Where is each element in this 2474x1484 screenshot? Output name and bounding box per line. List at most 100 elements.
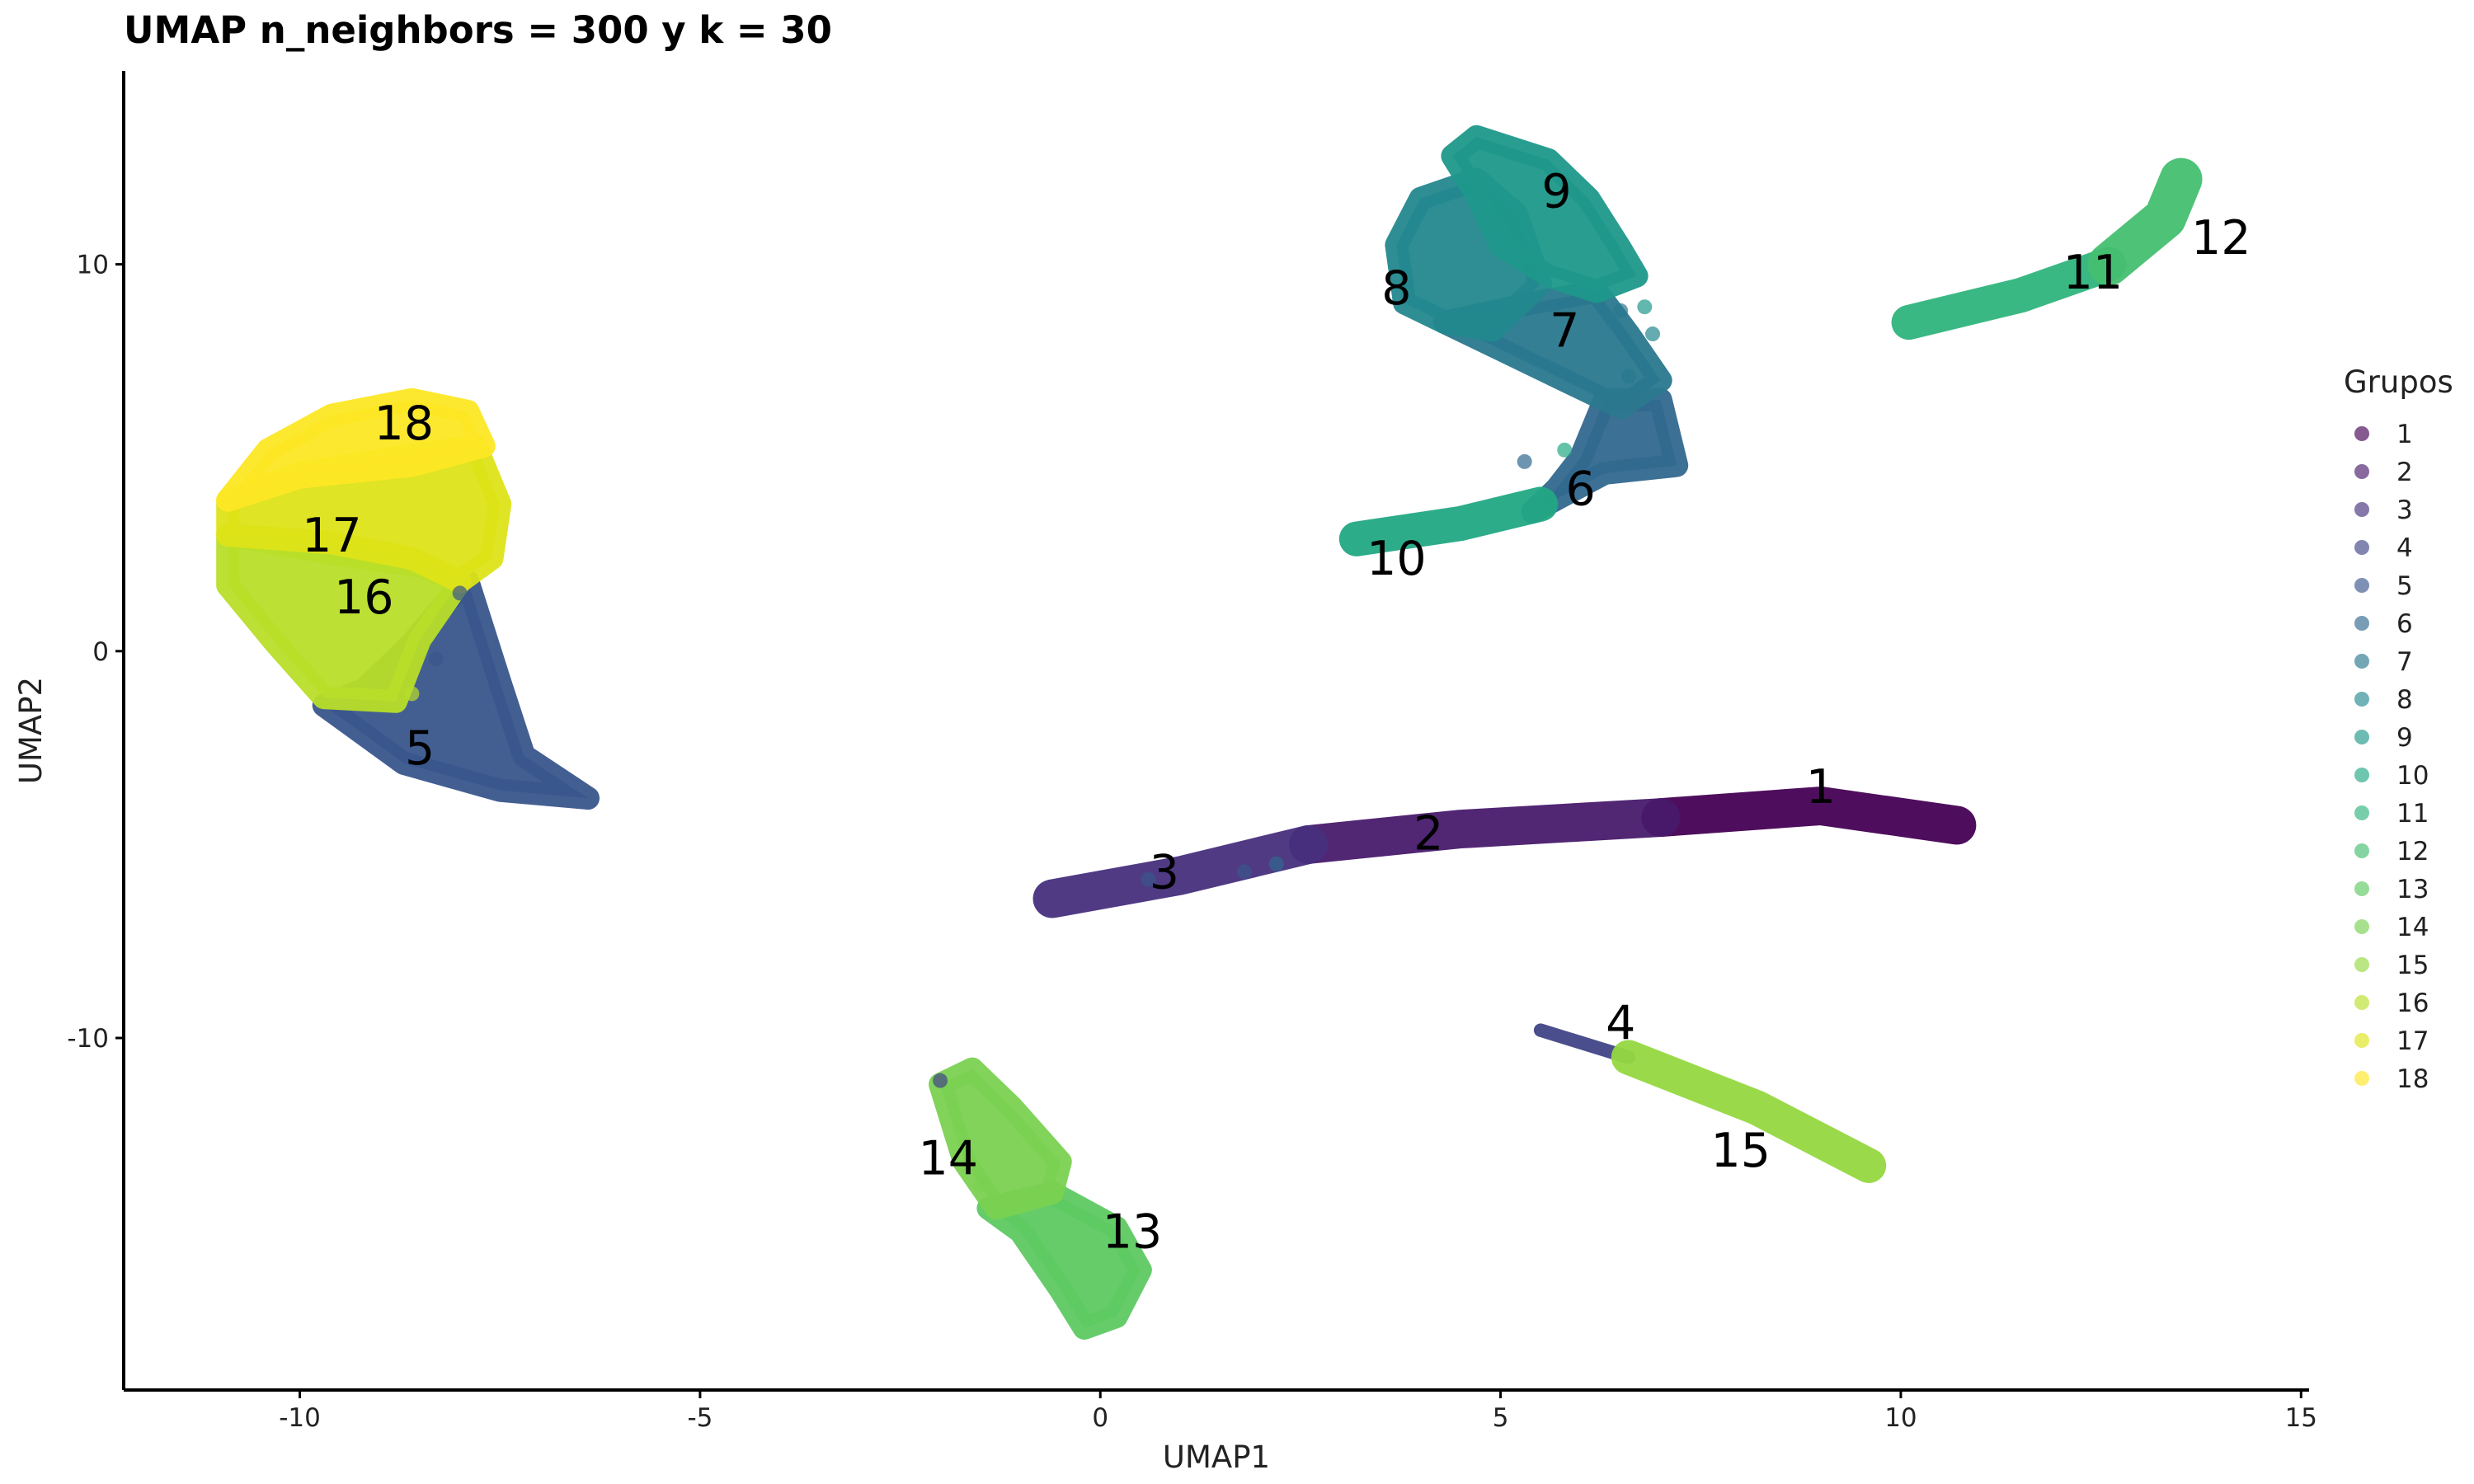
legend-swatch-14: [2354, 919, 2369, 934]
legend-label-9: 9: [2396, 723, 2413, 753]
y-tick-label: 0: [92, 637, 109, 667]
legend-label-13: 13: [2396, 875, 2429, 904]
stray-point-9: [452, 585, 468, 601]
legend-swatch-12: [2354, 843, 2369, 858]
legend-label-16: 16: [2396, 989, 2429, 1018]
x-tick-label: 5: [1493, 1403, 1509, 1433]
cluster-11-region: [1891, 247, 2127, 340]
stray-point-8: [404, 686, 420, 702]
cluster-5-label: 5: [405, 721, 435, 776]
legend-label-17: 17: [2396, 1026, 2429, 1056]
cluster-11-label: 11: [2063, 246, 2124, 300]
stray-point-5: [1645, 326, 1661, 342]
cluster-10-label: 10: [1366, 532, 1427, 586]
legend-label-4: 4: [2396, 533, 2413, 563]
cluster-13-region: [976, 1181, 1152, 1340]
cluster-4-label: 4: [1606, 996, 1635, 1050]
chart-title: UMAP n_neighbors = 300 y k = 30: [124, 8, 832, 52]
cluster-1-region: [1641, 787, 1977, 845]
cluster-2-region: [1289, 798, 1681, 864]
x-tick-label: 15: [2285, 1403, 2317, 1433]
legend-swatch-1: [2354, 426, 2369, 441]
cluster-10-region: [1338, 486, 1559, 556]
y-axis-ticks: -10 0 10: [67, 251, 124, 1054]
cluster-18-region: [216, 387, 496, 512]
legend-swatch-6: [2354, 616, 2369, 631]
legend-label-15: 15: [2396, 951, 2429, 980]
legend-swatch-10: [2354, 768, 2369, 782]
stray-point-14: [1141, 871, 1156, 887]
cluster-12-label: 12: [2191, 211, 2251, 265]
stray-point-4: [1637, 299, 1653, 315]
legend-swatch-17: [2354, 1033, 2369, 1048]
cluster-shapes: [216, 124, 2203, 1340]
cluster-15-region: [1611, 1040, 1887, 1183]
cluster-14-label: 14: [919, 1131, 979, 1186]
legend-label-10: 10: [2396, 761, 2429, 791]
legend-label-3: 3: [2396, 495, 2413, 525]
cluster-17-label: 17: [302, 509, 362, 563]
legend-label-8: 8: [2396, 685, 2413, 715]
legend-label-6: 6: [2396, 609, 2413, 639]
cluster-13-label: 13: [1103, 1205, 1163, 1260]
stray-point-2: [1613, 303, 1629, 318]
stray-points: [404, 299, 1661, 1193]
legend-swatch-16: [2354, 995, 2369, 1010]
legend-label-18: 18: [2396, 1064, 2429, 1094]
cluster-9-label: 9: [1541, 164, 1571, 218]
legend-swatch-11: [2354, 805, 2369, 820]
y-tick-label: 10: [77, 251, 109, 280]
legend-swatch-8: [2354, 692, 2369, 707]
cluster-14-region: [929, 1057, 1072, 1220]
y-axis-title: UMAP2: [13, 677, 49, 784]
legend-label-5: 5: [2396, 571, 2413, 601]
legend-swatch-2: [2354, 464, 2369, 479]
legend-swatch-18: [2354, 1071, 2369, 1086]
stray-point-12: [1236, 864, 1252, 880]
x-axis-ticks: -10 -5 0 5 10 15: [279, 1390, 2317, 1433]
y-tick-label: -10: [67, 1024, 109, 1054]
stray-point-1: [1517, 453, 1532, 469]
x-tick-label: -5: [687, 1403, 713, 1433]
cluster-2-label: 2: [1413, 806, 1443, 861]
cluster-15-label: 15: [1711, 1124, 1771, 1178]
legend-swatch-5: [2354, 578, 2369, 593]
legend-swatch-15: [2354, 957, 2369, 972]
legend-swatch-4: [2354, 540, 2369, 555]
cluster-7-label: 7: [1550, 303, 1579, 358]
cluster-3-region: [1032, 824, 1329, 918]
cluster-12-region: [2087, 157, 2203, 286]
legend-label-2: 2: [2396, 458, 2413, 487]
x-axis-title: UMAP1: [1163, 1439, 1270, 1475]
cluster-8-label: 8: [1381, 261, 1411, 316]
stray-point-6: [1620, 369, 1636, 384]
legend-title: Grupos: [2344, 364, 2453, 400]
legend-swatch-9: [2354, 730, 2369, 744]
stray-point-7: [428, 651, 444, 667]
legend-swatch-7: [2354, 654, 2369, 669]
cluster-3-label: 3: [1150, 845, 1179, 899]
cluster-6-label: 6: [1566, 463, 1596, 517]
legend-label-1: 1: [2396, 420, 2413, 449]
legend-label-12: 12: [2396, 837, 2429, 866]
legend-swatch-13: [2354, 881, 2369, 896]
stray-point-11: [972, 1177, 988, 1193]
legend-label-7: 7: [2396, 647, 2413, 677]
stray-point-13: [1268, 856, 1284, 871]
cluster-18-label: 18: [374, 397, 434, 451]
stray-point-3: [1557, 442, 1573, 458]
legend-swatch-3: [2354, 502, 2369, 517]
x-tick-label: 0: [1092, 1403, 1108, 1433]
x-tick-label: -10: [279, 1403, 321, 1433]
x-tick-label: 10: [1884, 1403, 1917, 1433]
cluster-16-label: 16: [334, 571, 394, 625]
stray-point-10: [933, 1073, 948, 1088]
legend-label-11: 11: [2396, 799, 2429, 829]
cluster-1-label: 1: [1806, 760, 1836, 815]
legend-label-14: 14: [2396, 913, 2429, 942]
cluster-9-region: [1441, 124, 1649, 303]
